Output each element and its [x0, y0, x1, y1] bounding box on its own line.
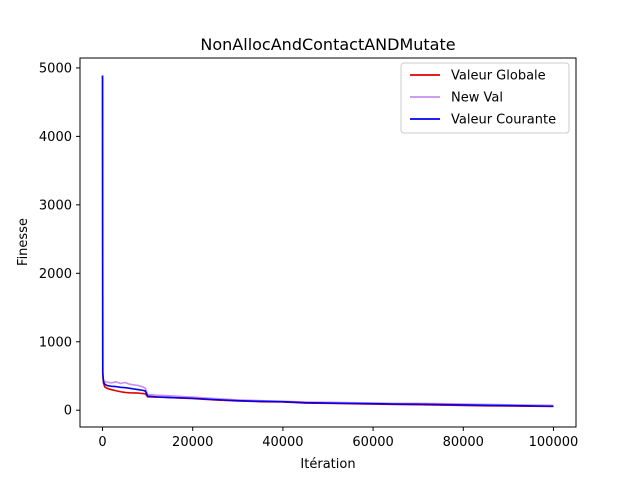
series-layer [101, 75, 554, 408]
legend: Valeur Globale New Val Valeur Courante [400, 62, 570, 134]
x-axis: 0 20000 40000 60000 80000 100000 [98, 427, 578, 450]
y-tick-label-2: 2000 [39, 267, 72, 282]
y-axis: 0 1000 2000 3000 4000 5000 [39, 61, 80, 419]
legend-box [400, 62, 570, 134]
y-tick-label-4: 4000 [39, 130, 72, 145]
y-tick-label-5: 5000 [39, 61, 72, 76]
x-tick-label-5: 100000 [529, 435, 579, 450]
x-tick-label-1: 20000 [172, 435, 213, 450]
y-axis-label: Finesse [16, 218, 31, 266]
legend-label-2: Valeur Courante [451, 113, 556, 128]
y-tick-label-0: 0 [64, 404, 72, 419]
y-tick-label-3: 3000 [39, 198, 72, 213]
y-tick-label-1: 1000 [39, 335, 72, 350]
x-axis-label: Itération [300, 457, 355, 472]
series-line-2 [101, 75, 554, 408]
plot-frame [79, 57, 577, 428]
x-tick-label-0: 0 [98, 435, 106, 450]
legend-label-0: Valeur Globale [451, 69, 546, 84]
x-tick-label-4: 80000 [443, 435, 484, 450]
x-tick-label-2: 40000 [262, 435, 303, 450]
chart-title: NonAllocAndContactANDMutate [200, 35, 455, 54]
series-line-1 [101, 75, 554, 407]
legend-label-1: New Val [451, 91, 503, 106]
x-tick-label-3: 60000 [352, 435, 393, 450]
